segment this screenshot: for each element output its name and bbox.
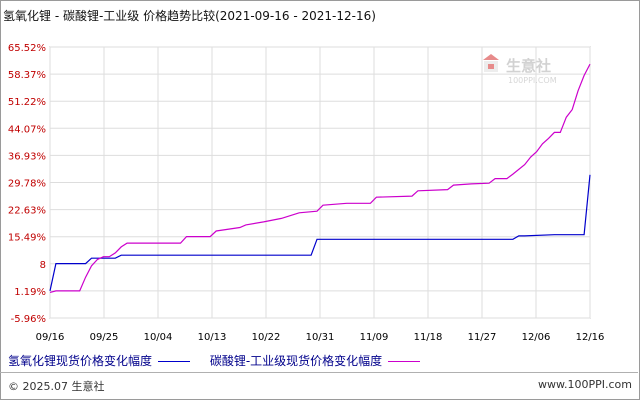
x-tick-label: 10/13 <box>198 332 227 343</box>
x-tick-label: 10/31 <box>306 332 335 343</box>
legend-item-lithium-hydroxide: 氢氧化锂现货价格变化幅度 <box>8 352 191 369</box>
y-tick-label: 22.63% <box>8 206 46 217</box>
x-tick-label: 11/27 <box>468 332 497 343</box>
x-tick-label: 11/18 <box>414 332 443 343</box>
grid-lines <box>49 46 591 319</box>
footer-copyright: © 2025.07 生意社 <box>8 380 105 393</box>
x-tick-label: 09/16 <box>36 332 65 343</box>
legend-swatch-lithium-carbonate <box>388 361 421 362</box>
y-tick-label: 36.93% <box>8 151 46 162</box>
x-tick-label: 12/16 <box>576 332 605 343</box>
watermark-url: 100PPI.COM <box>508 76 557 85</box>
series-line-lithium-hydroxide <box>49 174 591 292</box>
price-trend-chart: 65.52% 58.37% 51.22% 44.07% 36.93% 29.78% 22.6… <box>8 43 605 343</box>
y-tick-label: 1.19% <box>14 287 46 298</box>
watermark: 生意社 100PPI.COM <box>483 54 557 85</box>
x-tick-label: 12/06 <box>522 332 551 343</box>
y-tick-label: 58.37% <box>8 70 46 81</box>
series-layer <box>49 63 591 293</box>
series-line-lithium-carbonate <box>49 63 591 293</box>
legend-swatch-lithium-hydroxide <box>158 361 191 362</box>
x-tick-label: 10/22 <box>252 332 281 343</box>
watermark-brand: 生意社 <box>506 57 551 75</box>
y-tick-label: 51.22% <box>8 97 46 108</box>
y-tick-label: 8 <box>40 260 46 271</box>
y-tick-label: 29.78% <box>8 179 46 190</box>
legend: 氢氧化锂现货价格变化幅度 碳酸锂-工业级现货价格变化幅度 <box>8 352 436 369</box>
legend-label-lithium-carbonate: 碳酸锂-工业级现货价格变化幅度 <box>209 354 383 368</box>
x-tick-label: 11/09 <box>360 332 389 343</box>
chart-title: 氢氧化锂 - 碳酸锂-工业级 价格趋势比较(2021-09-16 - 2021-… <box>3 9 376 23</box>
x-axis-ticks: 09/16 09/25 10/04 10/13 10/22 10/31 11/09 11/18… <box>36 332 605 343</box>
watermark-logo <box>483 54 499 72</box>
y-tick-label: 65.52% <box>8 43 46 54</box>
footer-site-link[interactable]: www.100PPI.com <box>538 378 632 391</box>
x-tick-label: 10/04 <box>144 332 173 343</box>
legend-item-lithium-carbonate: 碳酸锂-工业级现货价格变化幅度 <box>209 352 421 369</box>
legend-label-lithium-hydroxide: 氢氧化锂现货价格变化幅度 <box>8 354 153 368</box>
y-tick-label: 44.07% <box>8 124 46 135</box>
x-tick-label: 09/25 <box>90 332 119 343</box>
footer-divider <box>0 372 638 373</box>
y-tick-label: -5.96% <box>11 314 46 325</box>
y-tick-label: 15.49% <box>8 233 46 244</box>
y-axis-ticks: 65.52% 58.37% 51.22% 44.07% 36.93% 29.78% 22.6… <box>8 43 46 325</box>
